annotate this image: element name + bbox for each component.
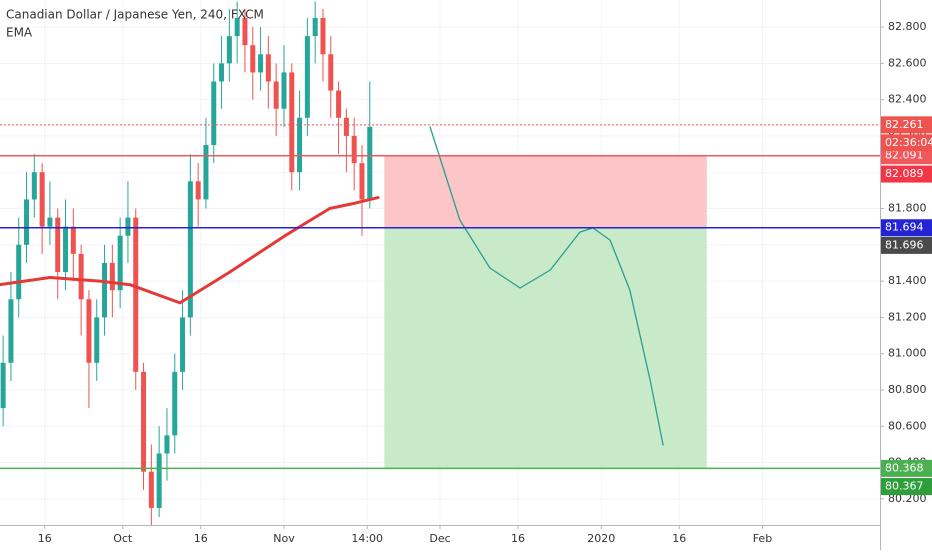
y-tick-label: 81.200 <box>888 310 927 323</box>
chart-title: Canadian Dollar / Japanese Yen, 240, FXC… <box>6 8 264 22</box>
price-label-bg <box>881 236 932 254</box>
candle-body <box>312 17 318 37</box>
candle-body <box>148 471 154 508</box>
candle-body <box>195 181 201 200</box>
candle-body <box>86 299 92 363</box>
price-label: 82.261 <box>885 118 924 131</box>
y-tick-label: 81.400 <box>888 274 927 287</box>
x-tick-label: 16 <box>511 532 525 545</box>
candle-body <box>250 45 256 73</box>
y-tick-label: 80.600 <box>888 419 927 432</box>
x-tick-label: 16 <box>38 532 52 545</box>
y-tick-label: 82.800 <box>888 20 927 33</box>
candle-body <box>336 90 342 118</box>
price-label-bg <box>881 478 932 496</box>
candle-body <box>8 299 14 363</box>
candle-body <box>109 262 115 291</box>
price-label: 81.696 <box>885 238 924 251</box>
candle-body <box>320 17 326 55</box>
candle-body <box>219 63 225 82</box>
candle-body <box>242 17 248 46</box>
candle-body <box>211 81 217 145</box>
projection-line <box>429 126 664 446</box>
y-tick-label: 81.000 <box>888 347 927 360</box>
indicator-label: EMA <box>6 26 33 40</box>
plot-area <box>0 1 880 527</box>
x-tick-label: 14:00 <box>351 532 383 545</box>
price-label: 02:36:04 <box>885 136 932 149</box>
candle-body <box>258 54 264 73</box>
price-label-bg <box>881 134 932 152</box>
candle-body <box>102 262 108 318</box>
price-label-bg <box>881 116 932 134</box>
candle-body <box>125 217 131 236</box>
candle-body <box>265 54 271 82</box>
candle-body <box>367 126 373 200</box>
x-tick-label: Oct <box>113 532 133 545</box>
x-tick-label: 16 <box>672 532 686 545</box>
candle-body <box>343 117 349 136</box>
position-zone <box>384 227 707 469</box>
price-label-bg <box>881 165 932 183</box>
candle-body <box>78 253 84 300</box>
candle-body <box>281 72 287 109</box>
price-label: 80.367 <box>885 480 924 493</box>
x-tick-label: 16 <box>194 532 208 545</box>
candle-body <box>297 117 303 173</box>
candle-body <box>70 226 76 254</box>
price-label-bg <box>881 459 932 477</box>
candle-body <box>16 244 22 300</box>
position-zone <box>384 156 707 228</box>
candle-body <box>351 135 357 164</box>
y-tick-label: 80.800 <box>888 383 927 396</box>
candle-body <box>203 144 209 200</box>
candle-body <box>31 172 37 200</box>
ema-line <box>0 196 380 305</box>
price-label: 82.091 <box>885 149 924 162</box>
y-tick-label: 82.600 <box>888 56 927 69</box>
candle-body <box>24 199 30 245</box>
candle-body <box>47 217 53 227</box>
axes: 82.80082.60082.40082.20082.00081.80081.6… <box>38 20 932 545</box>
price-label: 81.694 <box>885 221 924 234</box>
candle-body <box>0 362 6 409</box>
candle-body <box>226 36 232 64</box>
y-tick-label: 81.800 <box>888 202 927 215</box>
candle-body <box>180 317 186 372</box>
candle-body <box>289 72 295 173</box>
x-tick-label: Nov <box>273 532 295 545</box>
candle-body <box>133 217 139 372</box>
candle-body <box>141 371 147 472</box>
candle-body <box>304 36 310 118</box>
candle-body <box>55 217 61 273</box>
price-label: 82.089 <box>885 167 924 180</box>
y-tick-label: 80.200 <box>888 492 927 505</box>
candle-body <box>187 181 193 318</box>
candle-body <box>63 226 69 273</box>
y-tick-label: 82.400 <box>888 93 927 106</box>
x-tick-label: 2020 <box>587 532 615 545</box>
candle-body <box>359 163 365 200</box>
price-label-bg <box>881 147 932 165</box>
candle-body <box>39 172 45 227</box>
candle-body <box>164 435 170 454</box>
price-label: 80.368 <box>885 461 924 474</box>
x-tick-label: Feb <box>753 532 772 545</box>
price-label-bg <box>881 219 932 237</box>
candle-body <box>172 371 178 436</box>
candle-body <box>94 317 100 363</box>
candle-body <box>234 17 240 37</box>
candle-body <box>117 235 123 291</box>
candle-body <box>156 453 162 508</box>
candle-body <box>273 81 279 109</box>
candle-body <box>328 54 334 91</box>
x-tick-label: Dec <box>429 532 450 545</box>
